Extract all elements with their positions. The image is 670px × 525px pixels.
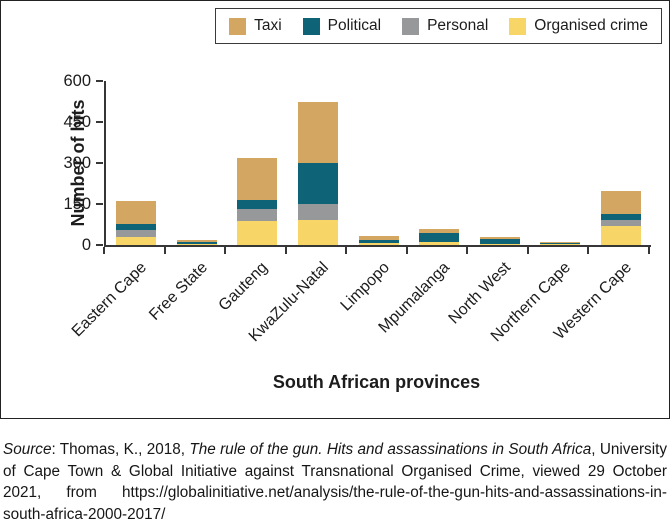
x-tick-mark (648, 247, 650, 254)
bar-segment-taxi (419, 228, 460, 233)
x-axis-title: South African provinces (272, 372, 481, 392)
x-tick-mark (103, 247, 105, 254)
bar-segment-taxi (479, 236, 520, 239)
bar-gauteng (237, 157, 278, 245)
x-tick-mark (163, 247, 166, 254)
x-tick-mark (587, 247, 590, 254)
legend-item-taxi: Taxi (229, 17, 282, 35)
bar-segment-organised-crime (600, 225, 641, 245)
x-tick-mark (526, 247, 529, 254)
bar-segment-organised-crime (237, 221, 278, 245)
y-tick-label: 600 (63, 72, 91, 90)
x-tick-label-limpopo: Limpopo (337, 259, 393, 315)
bar-segment-personal (297, 204, 338, 221)
x-tick-mark (224, 247, 227, 254)
bar-segment-taxi (237, 157, 278, 200)
x-tick-mark (405, 247, 408, 254)
y-tick-mark (96, 244, 103, 246)
bar-free-state (176, 239, 217, 245)
legend-label: Political (327, 17, 382, 34)
source-segment: The rule of the gun. Hits and assassinat… (189, 441, 592, 459)
x-tick-label-eastern-cape: Eastern Cape (69, 259, 151, 341)
chart-legend: Taxi Political Personal Organised crime (215, 8, 662, 44)
bar-western-cape (600, 191, 641, 245)
legend-swatch (229, 17, 247, 35)
x-tick-mark (345, 247, 348, 254)
legend-label: Personal (427, 17, 489, 34)
bar-segment-personal (237, 208, 278, 222)
bar-segment-political (540, 242, 581, 244)
y-tick-label: 300 (63, 154, 91, 172)
legend-label: Organised crime (534, 17, 648, 34)
y-tick-mark (96, 162, 103, 164)
source-citation: Source: Thomas, K., 2018, The rule of th… (3, 439, 667, 525)
bar-segment-organised-crime (297, 220, 338, 245)
bar-kwazulu-natal (297, 101, 338, 245)
x-tick-mark (466, 247, 469, 254)
source-segment: : Thomas, K., 2018, (51, 441, 190, 459)
bar-segment-political (600, 213, 641, 220)
x-tick-label-free-state: Free State (146, 259, 211, 324)
bar-eastern-cape (116, 201, 157, 245)
legend-swatch (509, 17, 527, 35)
bar-limpopo (358, 235, 399, 245)
bar-segment-political (297, 163, 338, 205)
y-tick-label: 0 (81, 236, 91, 254)
plot-area (104, 81, 651, 247)
bar-segment-taxi (297, 101, 338, 164)
bar-segment-personal (116, 229, 157, 237)
bar-north-west (479, 236, 520, 245)
y-tick-mark (96, 203, 103, 205)
bar-segment-organised-crime (540, 243, 581, 245)
bar-segment-political (176, 242, 217, 244)
bar-segment-political (237, 199, 278, 209)
bar-segment-taxi (600, 191, 641, 214)
y-tick-mark (96, 121, 103, 123)
bar-segment-personal (600, 219, 641, 226)
y-tick-label: 150 (63, 195, 91, 213)
legend-label: Taxi (254, 17, 282, 34)
bar-segment-organised-crime (358, 243, 399, 245)
bar-segment-political (116, 223, 157, 230)
legend-item-organised-crime: Organised crime (509, 17, 648, 35)
bar-segment-political (419, 233, 460, 242)
source-segment: Source (3, 441, 52, 459)
y-tick-mark (96, 80, 103, 82)
x-tick-mark (284, 247, 287, 254)
chart-figure: Taxi Political Personal Organised crime Num… (0, 0, 670, 419)
legend-swatch (302, 17, 320, 35)
y-tick-label: 450 (63, 113, 91, 131)
bar-segment-political (358, 239, 399, 244)
bar-northern-cape (540, 242, 581, 245)
bar-segment-taxi (116, 201, 157, 224)
bar-segment-political (479, 239, 520, 244)
x-tick-label-gauteng: Gauteng (215, 259, 272, 315)
legend-swatch (402, 17, 420, 35)
legend-item-personal: Personal (402, 17, 488, 35)
bar-segment-organised-crime (479, 243, 520, 245)
legend-item-political: Political (302, 17, 382, 35)
bar-segment-taxi (176, 239, 217, 243)
bar-segment-taxi (540, 242, 581, 243)
bar-segment-taxi (358, 235, 399, 240)
bar-segment-organised-crime (419, 241, 460, 245)
bar-segment-organised-crime (116, 236, 157, 245)
bar-segment-organised-crime (176, 243, 217, 245)
bar-mpumalanga (419, 228, 460, 245)
